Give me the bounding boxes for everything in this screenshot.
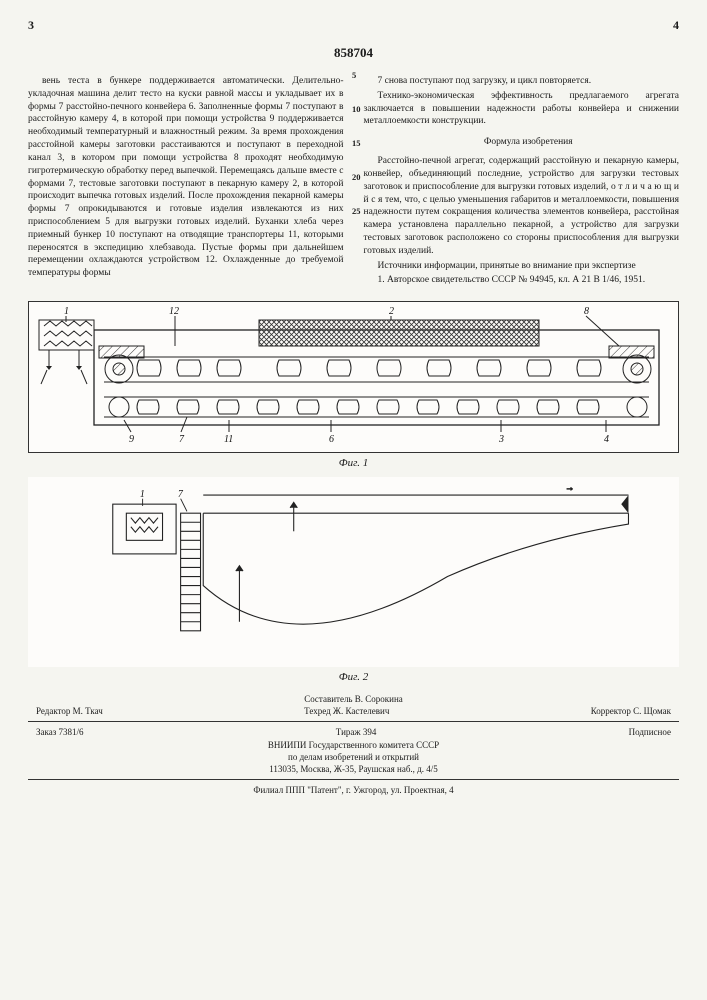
fig2-label: Фиг. 2 [28, 671, 679, 683]
figures: 1 12 2 8 9 7 11 6 3 4 Фиг. 1 → [28, 301, 679, 683]
callout-f2-1: 1 [140, 489, 145, 500]
callout-11: 11 [224, 434, 233, 445]
right-column: 7 снова поступают под загрузку, и цикл п… [364, 75, 680, 289]
right-p5: 1. Авторское свидетельство СССР № 94945,… [364, 274, 680, 287]
page-header: 3 4 [28, 18, 679, 33]
org2: по делам изобретений и открытий [28, 751, 679, 763]
techred: Техред Ж. Кастелевич [304, 705, 389, 717]
callout-7: 7 [179, 434, 185, 445]
callout-2: 2 [389, 306, 394, 317]
address: 113035, Москва, Ж-35, Раушская наб., д. … [28, 763, 679, 775]
callout-8: 8 [584, 306, 589, 317]
left-p1: вень теста в бункере поддерживается авто… [28, 75, 344, 280]
callout-3: 3 [498, 434, 504, 445]
callout-f2-7: 7 [178, 489, 184, 500]
callout-9: 9 [129, 434, 134, 445]
left-column: вень теста в бункере поддерживается авто… [28, 75, 344, 289]
page-num-right: 4 [659, 18, 679, 33]
patent-id: 858704 [28, 45, 679, 61]
compiler: Составитель В. Сорокина [28, 693, 679, 705]
callout-1: 1 [64, 306, 69, 317]
sign: Подписное [629, 726, 671, 738]
editor: Редактор М. Ткач [36, 705, 103, 717]
right-p2: Технико-экономическая эффективность пред… [364, 90, 680, 128]
callout-6: 6 [329, 434, 334, 445]
callout-12: 12 [169, 306, 179, 317]
line-numbers: 5 10 15 20 25 [352, 70, 361, 240]
callout-4: 4 [604, 434, 609, 445]
svg-text:→: → [565, 483, 574, 493]
colophon: Составитель В. Сорокина Редактор М. Ткач… [28, 693, 679, 796]
right-p4: Источники информации, принятые во вниман… [364, 260, 680, 273]
page-num-left: 3 [28, 18, 48, 33]
order: Заказ 7381/6 [36, 726, 84, 738]
tirage: Тираж 394 [336, 726, 377, 738]
corrector: Корректор С. Щомак [591, 705, 671, 717]
right-p1: 7 снова поступают под загрузку, и цикл п… [364, 75, 680, 88]
claim-title: Формула изобретения [364, 130, 680, 153]
org1: ВНИИПИ Государственного комитета СССР [28, 739, 679, 751]
figure-2: → [28, 477, 679, 667]
branch: Филиал ППП "Патент", г. Ужгород, ул. Про… [28, 784, 679, 796]
figure-1: 1 12 2 8 9 7 11 6 3 4 [28, 301, 679, 453]
fig1-label: Фиг. 1 [28, 457, 679, 469]
right-p3: Расстойно-печной агрегат, содержащий рас… [364, 155, 680, 258]
